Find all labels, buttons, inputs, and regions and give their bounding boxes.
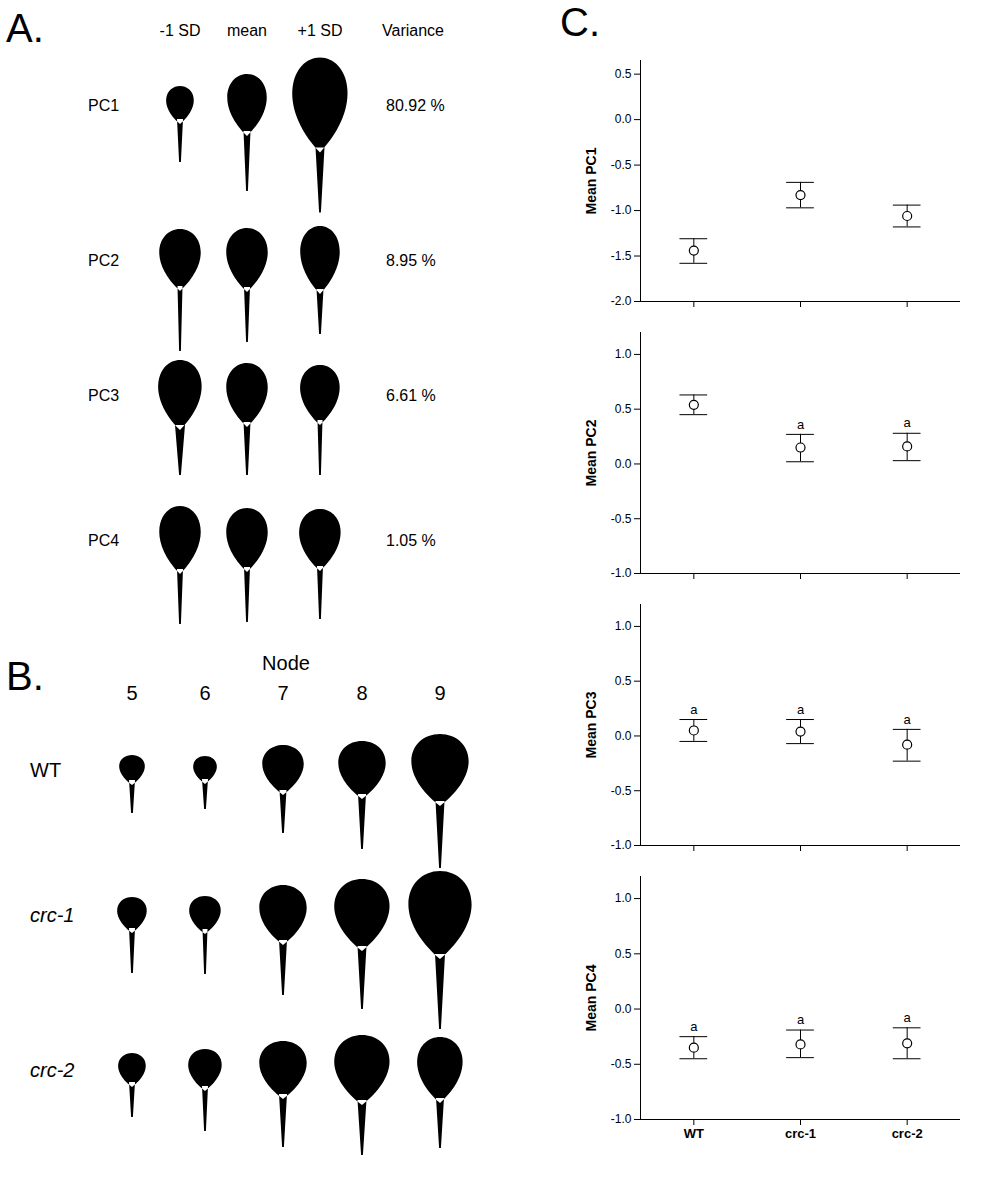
html-text:C.: C. — [560, 0, 600, 44]
svg-text:-2.0: -2.0 — [611, 294, 632, 308]
svg-text:0.0: 0.0 — [615, 729, 632, 743]
svg-text:PC2: PC2 — [88, 252, 119, 269]
svg-text:PC4: PC4 — [88, 532, 119, 549]
svg-text:-1.0: -1.0 — [611, 203, 632, 217]
svg-text:PC3: PC3 — [88, 387, 119, 404]
svg-text:8.95 %: 8.95 % — [386, 252, 436, 269]
svg-text:B.: B. — [6, 654, 44, 698]
svg-text:WT: WT — [30, 759, 61, 781]
svg-text:80.92 %: 80.92 % — [386, 97, 445, 114]
svg-text:5: 5 — [126, 682, 137, 704]
svg-text:a: a — [904, 712, 912, 727]
svg-text:Mean PC1: Mean PC1 — [583, 147, 599, 214]
svg-text:a: a — [904, 415, 912, 430]
svg-text:Mean PC3: Mean PC3 — [583, 691, 599, 758]
svg-text:Mean PC2: Mean PC2 — [583, 419, 599, 486]
svg-text:crc-2: crc-2 — [892, 1126, 923, 1141]
svg-text:1.0: 1.0 — [615, 619, 632, 633]
svg-text:8: 8 — [356, 682, 367, 704]
svg-text:A.: A. — [6, 6, 44, 50]
svg-text:1.0: 1.0 — [615, 891, 632, 905]
svg-text:Node: Node — [262, 652, 310, 674]
svg-text:-1 SD: -1 SD — [160, 22, 201, 39]
svg-text:-0.5: -0.5 — [611, 1057, 632, 1071]
svg-text:a: a — [690, 702, 698, 717]
svg-text:6: 6 — [199, 682, 210, 704]
svg-text:-0.5: -0.5 — [611, 784, 632, 798]
svg-text:-1.0: -1.0 — [611, 566, 632, 580]
svg-text:0.5: 0.5 — [615, 674, 632, 688]
svg-text:crc-1: crc-1 — [30, 904, 74, 926]
svg-text:0.5: 0.5 — [615, 67, 632, 81]
svg-text:0.0: 0.0 — [615, 112, 632, 126]
svg-text:0.5: 0.5 — [615, 947, 632, 961]
svg-text:Variance: Variance — [382, 22, 444, 39]
svg-text:a: a — [690, 1019, 698, 1034]
svg-text:WT: WT — [684, 1126, 704, 1141]
svg-text:1.0: 1.0 — [615, 347, 632, 361]
svg-text:-1.5: -1.5 — [611, 249, 632, 263]
svg-text:a: a — [797, 1012, 805, 1027]
svg-text:6.61 %: 6.61 % — [386, 387, 436, 404]
svg-text:crc-2: crc-2 — [30, 1059, 74, 1081]
svg-text:1.05 %: 1.05 % — [386, 532, 436, 549]
svg-text:9: 9 — [434, 682, 445, 704]
svg-text:a: a — [797, 417, 805, 432]
svg-text:-1.0: -1.0 — [611, 838, 632, 852]
svg-text:7: 7 — [277, 682, 288, 704]
svg-text:+1 SD: +1 SD — [298, 22, 343, 39]
svg-text:0.0: 0.0 — [615, 1002, 632, 1016]
svg-text:mean: mean — [227, 22, 267, 39]
svg-text:-0.5: -0.5 — [611, 512, 632, 526]
svg-text:a: a — [904, 1010, 912, 1025]
svg-text:-1.0: -1.0 — [611, 1112, 632, 1126]
svg-text:PC1: PC1 — [88, 97, 119, 114]
svg-text:-0.5: -0.5 — [611, 158, 632, 172]
svg-text:Mean PC4: Mean PC4 — [583, 964, 599, 1031]
svg-text:0.5: 0.5 — [615, 402, 632, 416]
svg-text:a: a — [797, 702, 805, 717]
svg-text:crc-1: crc-1 — [785, 1126, 816, 1141]
svg-text:0.0: 0.0 — [615, 457, 632, 471]
